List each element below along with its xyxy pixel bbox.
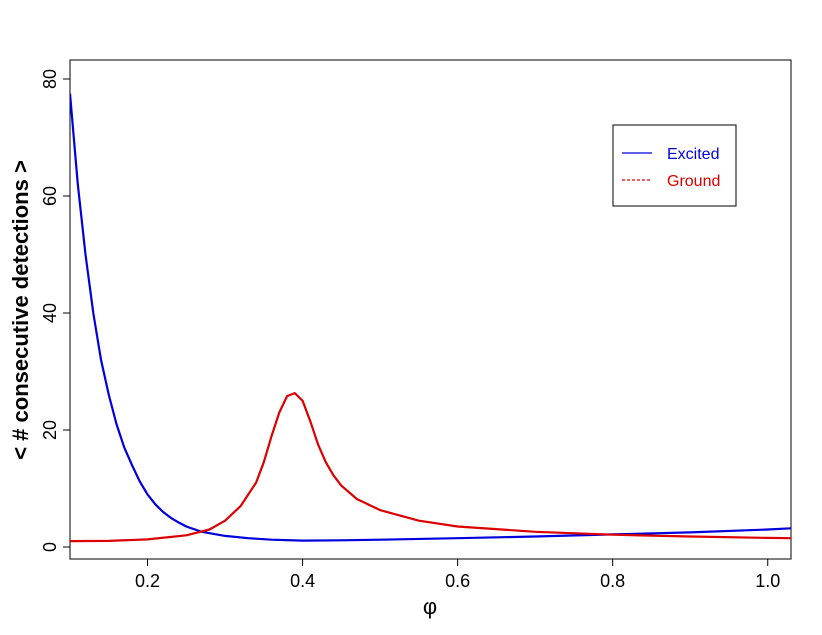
y-tick-label: 0	[40, 542, 60, 552]
x-tick-label: 0.4	[290, 571, 315, 591]
y-tick-label: 40	[40, 303, 60, 323]
x-tick-label: 1.0	[755, 571, 780, 591]
y-tick-label: 60	[40, 186, 60, 206]
legend-label-excited: Excited	[667, 146, 719, 163]
x-tick-label: 0.2	[135, 571, 160, 591]
legend-label-ground: Ground	[667, 173, 720, 190]
series-line-ground	[70, 392, 791, 543]
y-axis: 0 20 40 60 80	[40, 69, 70, 552]
legend: Excited Ground	[612, 124, 737, 207]
x-axis-title: φ	[423, 594, 437, 619]
x-axis: 0.2 0.4 0.6 0.8 1.0	[135, 559, 780, 591]
plot-frame	[69, 59, 792, 560]
series-layer	[70, 93, 791, 543]
y-axis-title: < # consecutive detections >	[8, 160, 33, 460]
y-tick-label: 20	[40, 420, 60, 440]
x-tick-label: 0.8	[600, 571, 625, 591]
x-tick-label: 0.6	[445, 571, 470, 591]
series-line-excited	[70, 93, 791, 542]
legend-box	[612, 124, 737, 207]
y-tick-label: 80	[40, 69, 60, 89]
